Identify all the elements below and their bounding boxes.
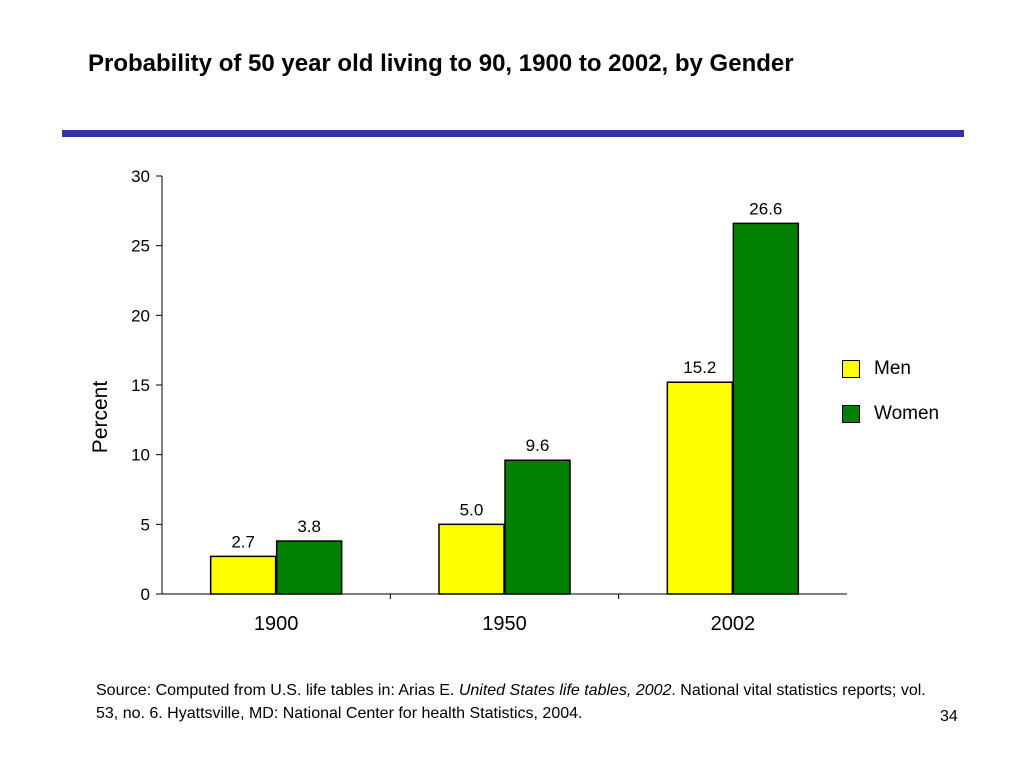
bar-men-1900 <box>209 555 277 595</box>
title-rule <box>62 130 964 137</box>
y-tick-label: 20 <box>131 306 150 325</box>
chart-labels: 0 5 10 15 20 25 30 Percent 2.7 3.8 1900 5.0 9.6 1950 1… <box>89 167 782 635</box>
data-label-men-1950: 5.0 <box>460 500 484 519</box>
data-label-women-2002: 26.6 <box>749 199 782 218</box>
legend-swatch-men <box>842 360 860 378</box>
source-prefix: Source: Computed from U.S. life tables i… <box>96 682 459 699</box>
legend-label-men: Men <box>874 358 911 379</box>
data-label-women-1900: 3.8 <box>297 517 321 536</box>
y-tick-label: 10 <box>131 446 150 465</box>
chart-bars <box>209 222 800 595</box>
source-suffix: . National vital statistics reports; vol… <box>96 682 926 722</box>
data-label-women-1950: 9.6 <box>526 436 550 455</box>
legend-item-women: Women <box>842 402 939 426</box>
source-title: United States life tables, 2002 <box>458 682 672 699</box>
bar-men-1950 <box>438 523 505 595</box>
bar-men-2002 <box>666 381 734 595</box>
slide-title: Probability of 50 year old living to 90,… <box>88 50 794 77</box>
slide-number: 34 <box>940 708 958 725</box>
legend-label-women: Women <box>874 403 940 424</box>
y-tick-label: 15 <box>131 376 150 395</box>
chart-legend: Men Women <box>842 357 939 447</box>
bar-women-1900 <box>275 540 343 595</box>
x-category-label: 1950 <box>482 613 527 635</box>
legend-swatch-women <box>842 405 860 423</box>
y-tick-label: 0 <box>141 585 150 604</box>
y-tick-label: 25 <box>131 237 150 256</box>
y-tick-label: 30 <box>131 167 150 186</box>
bar-women-1950 <box>504 459 571 595</box>
y-tick-label: 5 <box>141 515 150 534</box>
bar-chart: 0 5 10 15 20 25 30 Percent 2.7 3.8 1900 5.0 9.6 1950 1… <box>89 167 847 635</box>
x-category-label: 1900 <box>254 613 299 635</box>
bar-women-2002 <box>732 222 800 595</box>
legend-item-men: Men <box>842 357 939 381</box>
x-category-label: 2002 <box>711 613 756 635</box>
data-label-men-2002: 15.2 <box>683 358 716 377</box>
y-axis-label: Percent <box>89 381 112 454</box>
data-label-men-1900: 2.7 <box>231 532 255 551</box>
source-note: Source: Computed from U.S. life tables i… <box>96 679 946 725</box>
